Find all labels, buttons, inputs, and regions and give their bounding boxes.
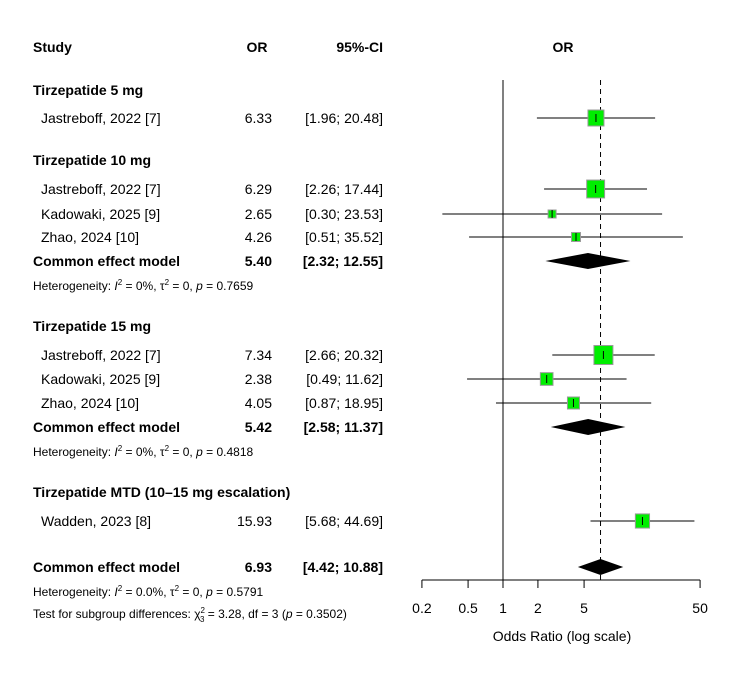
text-span: I — [114, 445, 118, 459]
text-span: 2 — [165, 444, 170, 453]
study-ci: [1.96; 20.48] — [305, 110, 383, 126]
study-or: 4.26 — [245, 229, 272, 245]
study-name: Jastreboff, 2022 [7] — [41, 110, 161, 126]
pooled-label: Common effect model — [33, 559, 180, 575]
pooled-or: 5.42 — [245, 419, 272, 435]
text-span: p — [195, 279, 203, 293]
x-tick-label: 0.5 — [458, 600, 478, 616]
text-span: 2 — [201, 606, 206, 615]
pooled-diamond — [550, 419, 626, 435]
study-name: Zhao, 2024 [10] — [41, 395, 139, 411]
text-span: Heterogeneity: — [33, 585, 114, 599]
study-name: Wadden, 2023 [8] — [41, 513, 151, 529]
study-ci: [0.30; 23.53] — [305, 206, 383, 222]
header-study: Study — [33, 39, 72, 55]
study-ci: [0.87; 18.95] — [305, 395, 383, 411]
subgroup-title: Tirzepatide 15 mg — [33, 318, 151, 334]
subgroup-test-text: Test for subgroup differences: χ2 3 = 3.2… — [33, 606, 347, 624]
subgroup-title: Tirzepatide 10 mg — [33, 152, 151, 168]
text-span: 2 — [165, 278, 170, 287]
text-span: Test for subgroup differences: χ — [33, 607, 201, 621]
header-ci: 95%-CI — [336, 39, 383, 55]
heterogeneity-text: Heterogeneity: I2 = 0%, τ2 = 0, p = 0.76… — [33, 278, 254, 293]
heterogeneity-text: Heterogeneity: I2 = 0%, τ2 = 0, p = 0.48… — [33, 444, 254, 459]
pooled-label: Common effect model — [33, 253, 180, 269]
text-span: p — [195, 445, 203, 459]
x-tick-label: 0.2 — [412, 600, 432, 616]
study-or: 15.93 — [237, 513, 272, 529]
x-tick-label: 5 — [580, 600, 588, 616]
study-ci: [2.26; 17.44] — [305, 181, 383, 197]
pooled-ci: [4.42; 10.88] — [303, 559, 383, 575]
x-tick-label: 2 — [534, 600, 542, 616]
pooled-label: Common effect model — [33, 419, 180, 435]
text-span: = 0.7659 — [203, 279, 254, 293]
text-span: Heterogeneity: — [33, 445, 114, 459]
text-span: 2 — [118, 444, 123, 453]
study-or: 7.34 — [245, 347, 272, 363]
text-span: 2 — [118, 584, 123, 593]
header-plot-or: OR — [553, 39, 574, 55]
study-ci: [0.51; 35.52] — [305, 229, 383, 245]
text-span: = 3.28, df = 3 ( — [204, 607, 285, 621]
study-or: 2.38 — [245, 371, 272, 387]
subgroup-title: Tirzepatide MTD (10–15 mg escalation) — [33, 484, 290, 500]
study-name: Jastreboff, 2022 [7] — [41, 347, 161, 363]
study-name: Kadowaki, 2025 [9] — [41, 371, 160, 387]
study-or: 4.05 — [245, 395, 272, 411]
pooled-diamond — [577, 559, 624, 575]
pooled-ci: [2.32; 12.55] — [303, 253, 383, 269]
study-or: 2.65 — [245, 206, 272, 222]
pooled-diamond — [545, 253, 631, 269]
study-name: Zhao, 2024 [10] — [41, 229, 139, 245]
text-span: p — [205, 585, 213, 599]
text-span: = 0.0%, τ — [122, 585, 175, 599]
text-span: = 0.3502) — [293, 607, 347, 621]
study-name: Jastreboff, 2022 [7] — [41, 181, 161, 197]
text-span: I — [114, 585, 118, 599]
text-span: = 0.5791 — [213, 585, 264, 599]
subgroup-title: Tirzepatide 5 mg — [33, 82, 143, 98]
text-span: = 0, — [169, 279, 196, 293]
text-span: I — [114, 279, 118, 293]
text-span: 3 — [200, 615, 205, 624]
x-axis-label: Odds Ratio (log scale) — [493, 628, 632, 644]
text-span: 2 — [175, 584, 180, 593]
text-span: = 0, — [169, 445, 196, 459]
text-span: Heterogeneity: — [33, 279, 114, 293]
text-span: = 0%, τ — [122, 279, 165, 293]
header-or: OR — [247, 39, 268, 55]
text-span: = 0%, τ — [122, 445, 165, 459]
x-tick-label: 50 — [692, 600, 708, 616]
text-span: = 0.4818 — [203, 445, 254, 459]
study-ci: [2.66; 20.32] — [305, 347, 383, 363]
study-or: 6.33 — [245, 110, 272, 126]
text-span: = 0, — [179, 585, 206, 599]
x-tick-label: 1 — [499, 600, 507, 616]
pooled-or: 6.93 — [245, 559, 272, 575]
heterogeneity-text: Heterogeneity: I2 = 0.0%, τ2 = 0, p = 0.… — [33, 584, 264, 599]
study-ci: [0.49; 11.62] — [306, 371, 383, 387]
study-or: 6.29 — [245, 181, 272, 197]
pooled-ci: [2.58; 11.37] — [304, 419, 383, 435]
text-span: 2 — [118, 278, 123, 287]
text-span: p — [285, 607, 293, 621]
study-ci: [5.68; 44.69] — [305, 513, 383, 529]
pooled-or: 5.40 — [245, 253, 272, 269]
study-name: Kadowaki, 2025 [9] — [41, 206, 160, 222]
